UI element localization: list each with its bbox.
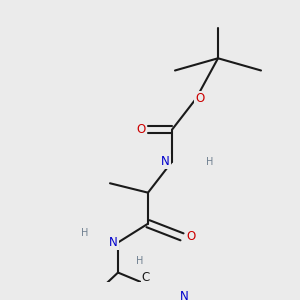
Text: C: C bbox=[142, 271, 150, 284]
Text: O: O bbox=[195, 92, 205, 105]
Text: O: O bbox=[137, 123, 146, 136]
Text: H: H bbox=[136, 256, 144, 266]
Text: H: H bbox=[81, 228, 89, 238]
Text: N: N bbox=[180, 290, 189, 300]
Text: N: N bbox=[109, 236, 118, 249]
Text: N: N bbox=[161, 155, 170, 168]
Text: O: O bbox=[186, 230, 195, 243]
Text: H: H bbox=[206, 157, 214, 167]
